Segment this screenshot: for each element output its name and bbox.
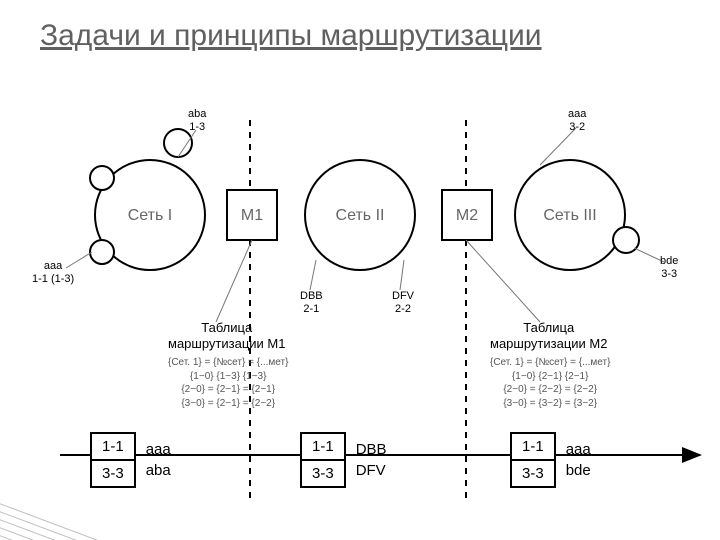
- t2-body: {Сет. 1} = {№сет} = {...мет}{1−0} {2−1} …: [490, 356, 610, 410]
- t1-title: Таблицамаршрутизации M1: [168, 320, 285, 353]
- p2-name-1: DFV: [352, 460, 391, 481]
- connector-line: [310, 260, 316, 290]
- lbl-bde: bde3-3: [660, 255, 678, 280]
- p1: 1-13-3 aaaaba: [90, 432, 175, 488]
- lbl-aaa11: aaa1-1 (1-3): [32, 260, 74, 285]
- p3-name-0: aaa: [562, 439, 595, 460]
- p2-addr-0: 1-1: [300, 432, 346, 459]
- p3: 1-13-3 aaabde: [510, 432, 595, 488]
- net2-label: Сеть II: [336, 207, 385, 224]
- r1-label: M1: [241, 207, 263, 224]
- lbl-dfv: DFV2-2: [392, 290, 414, 315]
- net1-label: Сеть I: [128, 207, 172, 224]
- connector-line: [400, 260, 404, 290]
- p3-addr-1: 3-3: [510, 459, 556, 488]
- h4: [613, 227, 639, 253]
- connector-line: [216, 240, 252, 322]
- r2-label: M2: [456, 207, 478, 224]
- t2-title: Таблицамаршрутизации M2: [490, 320, 607, 353]
- lbl-aaa32: aaa3-2: [568, 108, 586, 133]
- p3-addr-0: 1-1: [510, 432, 556, 459]
- p2-name-0: DBB: [352, 439, 391, 460]
- t1-body: {Сет. 1} = {№сет} = {...мет}{1−0} {1−3} …: [168, 356, 288, 410]
- p1-name-0: aaa: [142, 439, 175, 460]
- p1-addr-0: 1-1: [90, 432, 136, 459]
- p1-addr-1: 3-3: [90, 459, 136, 488]
- h2: [90, 240, 114, 264]
- p2-addr-1: 3-3: [300, 459, 346, 488]
- h1: [90, 166, 114, 190]
- p1-name-1: aba: [142, 460, 175, 481]
- lbl-dbb: DBB2-1: [300, 290, 323, 315]
- p2: 1-13-3 DBBDFV: [300, 432, 391, 488]
- net3-label: Сеть III: [543, 207, 596, 224]
- p3-name-1: bde: [562, 460, 595, 481]
- lbl-aba: aba1-3: [188, 108, 206, 133]
